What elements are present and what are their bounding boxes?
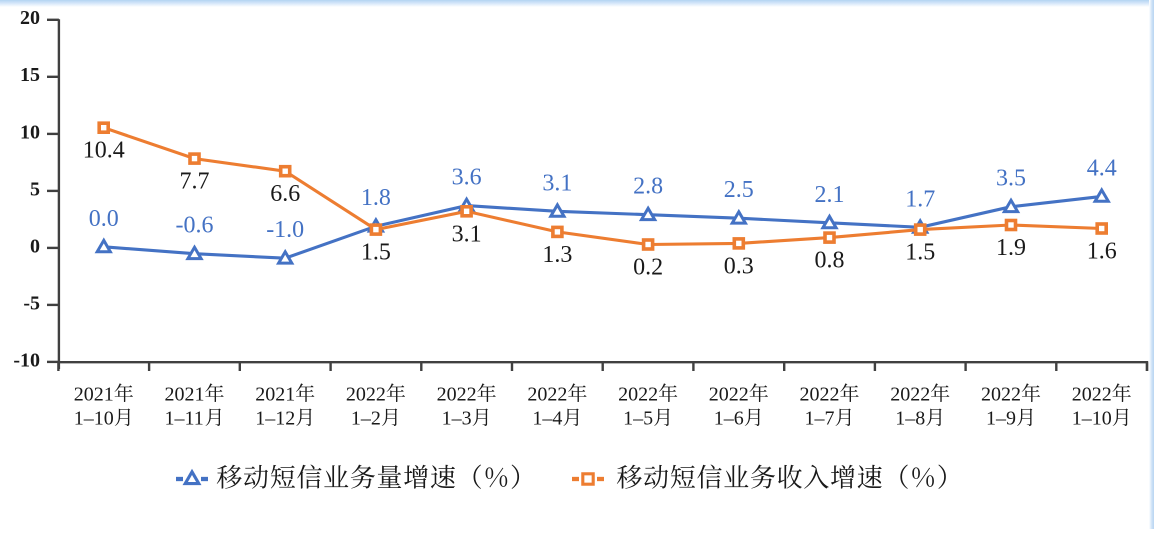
- svg-text:1.6: 1.6: [1087, 239, 1117, 265]
- svg-text:1–3: 1–3: [442, 408, 472, 430]
- svg-text:6.6: 6.6: [270, 181, 300, 207]
- svg-text:0.0: 0.0: [89, 206, 119, 232]
- svg-text:1–10: 1–10: [74, 408, 114, 430]
- svg-text:15: 15: [20, 64, 40, 86]
- svg-text:-10: -10: [13, 349, 40, 371]
- svg-text:2022: 2022: [890, 384, 930, 406]
- svg-text:1–6: 1–6: [714, 408, 744, 430]
- svg-text:3.6: 3.6: [452, 165, 482, 191]
- svg-text:2021: 2021: [255, 384, 295, 406]
- svg-text:2022: 2022: [1072, 384, 1112, 406]
- svg-text:2.8: 2.8: [633, 174, 663, 200]
- svg-text:0: 0: [30, 235, 40, 257]
- svg-text:1–10: 1–10: [1072, 408, 1112, 430]
- svg-text:2.1: 2.1: [815, 182, 845, 208]
- svg-text:1.7: 1.7: [905, 186, 935, 212]
- svg-text:1–4: 1–4: [532, 408, 562, 430]
- svg-text:4.4: 4.4: [1087, 155, 1117, 181]
- svg-text:3.1: 3.1: [542, 170, 572, 196]
- svg-text:2022: 2022: [618, 384, 658, 406]
- svg-text:-0.6: -0.6: [176, 213, 214, 239]
- svg-text:1.5: 1.5: [905, 240, 935, 266]
- svg-text:2022: 2022: [527, 384, 567, 406]
- svg-text:1–8: 1–8: [895, 408, 925, 430]
- svg-text:1.3: 1.3: [542, 242, 572, 268]
- svg-text:0.3: 0.3: [724, 253, 754, 279]
- svg-text:1.5: 1.5: [361, 240, 391, 266]
- svg-text:2022: 2022: [981, 384, 1021, 406]
- svg-text:2022: 2022: [437, 384, 477, 406]
- svg-text:1.8: 1.8: [361, 185, 391, 211]
- svg-text:1.9: 1.9: [996, 235, 1026, 261]
- svg-text:10: 10: [20, 121, 40, 143]
- svg-text:1–2: 1–2: [351, 408, 381, 430]
- svg-text:2022: 2022: [709, 384, 749, 406]
- svg-text:-5: -5: [23, 292, 40, 314]
- svg-text:0.2: 0.2: [633, 255, 663, 281]
- svg-text:2.5: 2.5: [724, 177, 754, 203]
- svg-text:7.7: 7.7: [180, 169, 210, 195]
- svg-text:1–7: 1–7: [805, 408, 835, 430]
- svg-text:1–11: 1–11: [165, 408, 204, 430]
- svg-text:3.1: 3.1: [452, 221, 482, 247]
- svg-text:-1.0: -1.0: [266, 217, 304, 243]
- svg-text:2021: 2021: [165, 384, 205, 406]
- svg-text:5: 5: [30, 178, 40, 200]
- svg-text:0.8: 0.8: [815, 248, 845, 274]
- svg-text:2022: 2022: [346, 384, 386, 406]
- svg-text:1–12: 1–12: [255, 408, 295, 430]
- svg-text:10.4: 10.4: [83, 138, 125, 164]
- svg-text:1–9: 1–9: [986, 408, 1016, 430]
- svg-text:2021: 2021: [74, 384, 114, 406]
- svg-text:20: 20: [20, 7, 40, 29]
- svg-text:1–5: 1–5: [623, 408, 653, 430]
- svg-text:2022: 2022: [800, 384, 840, 406]
- svg-text:3.5: 3.5: [996, 166, 1026, 192]
